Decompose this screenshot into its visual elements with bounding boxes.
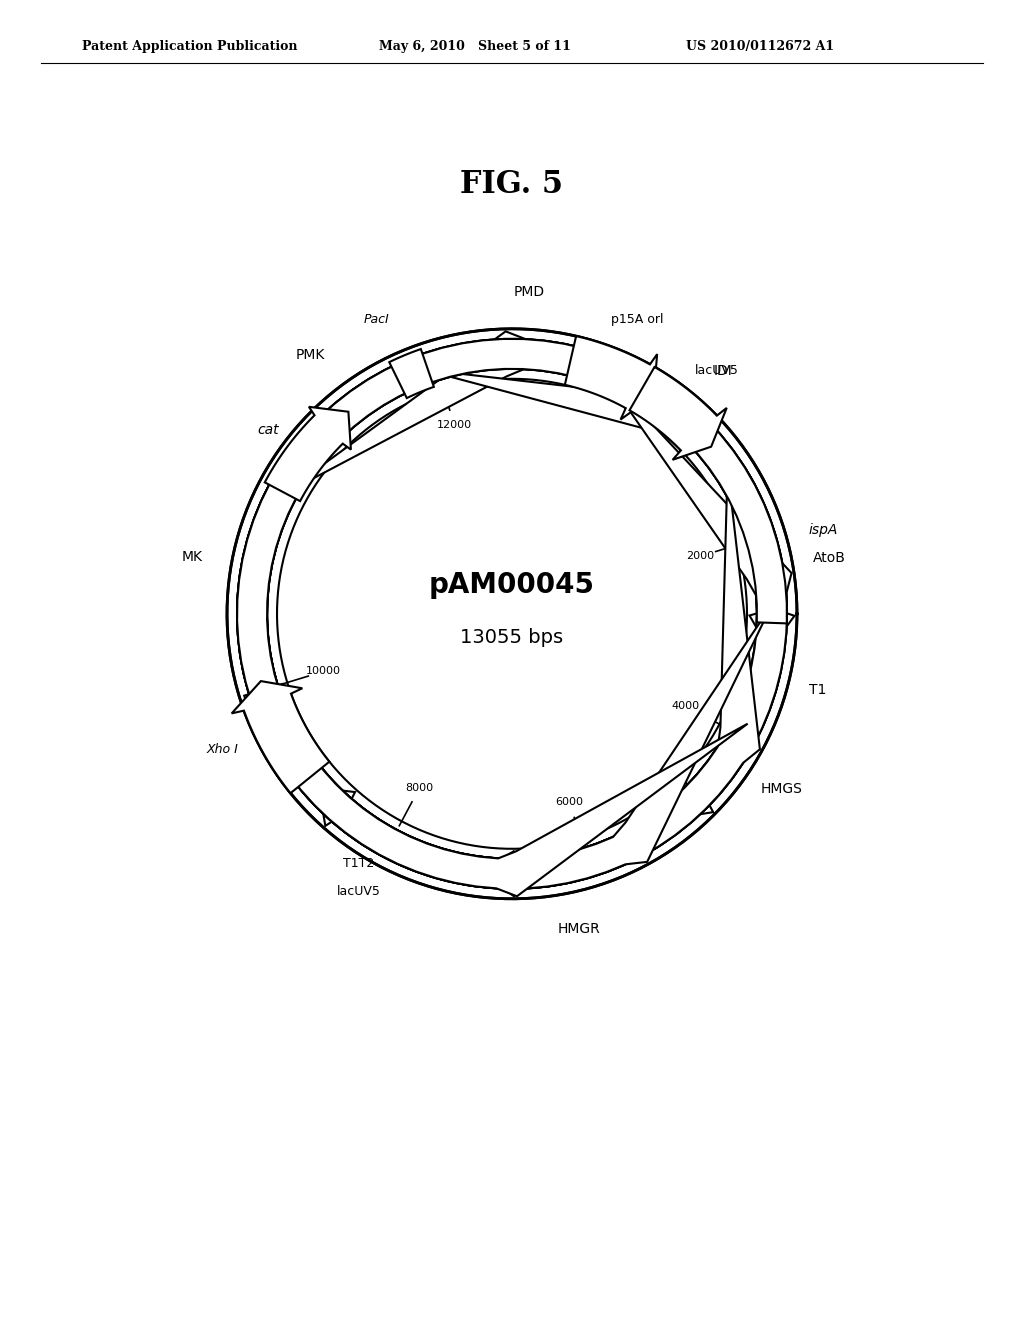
Polygon shape bbox=[240, 331, 787, 888]
Polygon shape bbox=[269, 734, 317, 779]
Polygon shape bbox=[480, 821, 657, 896]
Polygon shape bbox=[672, 669, 780, 818]
Text: 13055 bps: 13055 bps bbox=[461, 628, 563, 647]
Text: lacUV5: lacUV5 bbox=[694, 364, 738, 376]
Polygon shape bbox=[265, 407, 351, 502]
Polygon shape bbox=[231, 681, 330, 793]
Text: T1: T1 bbox=[809, 682, 826, 697]
Text: 4000: 4000 bbox=[672, 701, 700, 711]
Polygon shape bbox=[586, 347, 643, 401]
Polygon shape bbox=[720, 469, 795, 649]
Text: 12000: 12000 bbox=[437, 420, 472, 430]
Text: FIG. 5: FIG. 5 bbox=[461, 169, 563, 201]
Polygon shape bbox=[237, 339, 772, 888]
Text: 2000: 2000 bbox=[686, 552, 715, 561]
Text: 6000: 6000 bbox=[556, 797, 584, 808]
Text: 8000: 8000 bbox=[406, 783, 433, 793]
Text: HMGR: HMGR bbox=[558, 921, 600, 936]
Text: T1T2: T1T2 bbox=[343, 857, 374, 870]
Polygon shape bbox=[649, 384, 710, 444]
Text: HMGS: HMGS bbox=[761, 783, 803, 796]
Text: PacI: PacI bbox=[364, 313, 390, 326]
Polygon shape bbox=[227, 329, 797, 899]
Polygon shape bbox=[318, 788, 457, 882]
Text: p15A orl: p15A orl bbox=[610, 313, 664, 326]
Text: pAM00045: pAM00045 bbox=[429, 570, 595, 599]
Polygon shape bbox=[630, 367, 727, 459]
Polygon shape bbox=[237, 370, 787, 888]
Polygon shape bbox=[565, 337, 657, 420]
Polygon shape bbox=[389, 348, 434, 399]
Text: May 6, 2010   Sheet 5 of 11: May 6, 2010 Sheet 5 of 11 bbox=[379, 40, 570, 53]
Text: MK: MK bbox=[181, 550, 203, 565]
Polygon shape bbox=[237, 339, 760, 888]
Text: PMD: PMD bbox=[513, 285, 545, 300]
Text: cat: cat bbox=[258, 424, 280, 437]
Text: Xho I: Xho I bbox=[206, 743, 238, 755]
Text: US 2010/0112672 A1: US 2010/0112672 A1 bbox=[686, 40, 835, 53]
Polygon shape bbox=[245, 684, 291, 723]
Polygon shape bbox=[238, 339, 786, 896]
Polygon shape bbox=[237, 348, 792, 888]
Text: 10000: 10000 bbox=[306, 667, 341, 676]
Text: ispA: ispA bbox=[808, 524, 838, 537]
Text: IDI: IDI bbox=[714, 364, 732, 378]
Text: lacUV5: lacUV5 bbox=[337, 884, 381, 898]
Text: Patent Application Publication: Patent Application Publication bbox=[82, 40, 297, 53]
Text: PMK: PMK bbox=[295, 348, 325, 362]
Text: AtoB: AtoB bbox=[813, 550, 846, 565]
